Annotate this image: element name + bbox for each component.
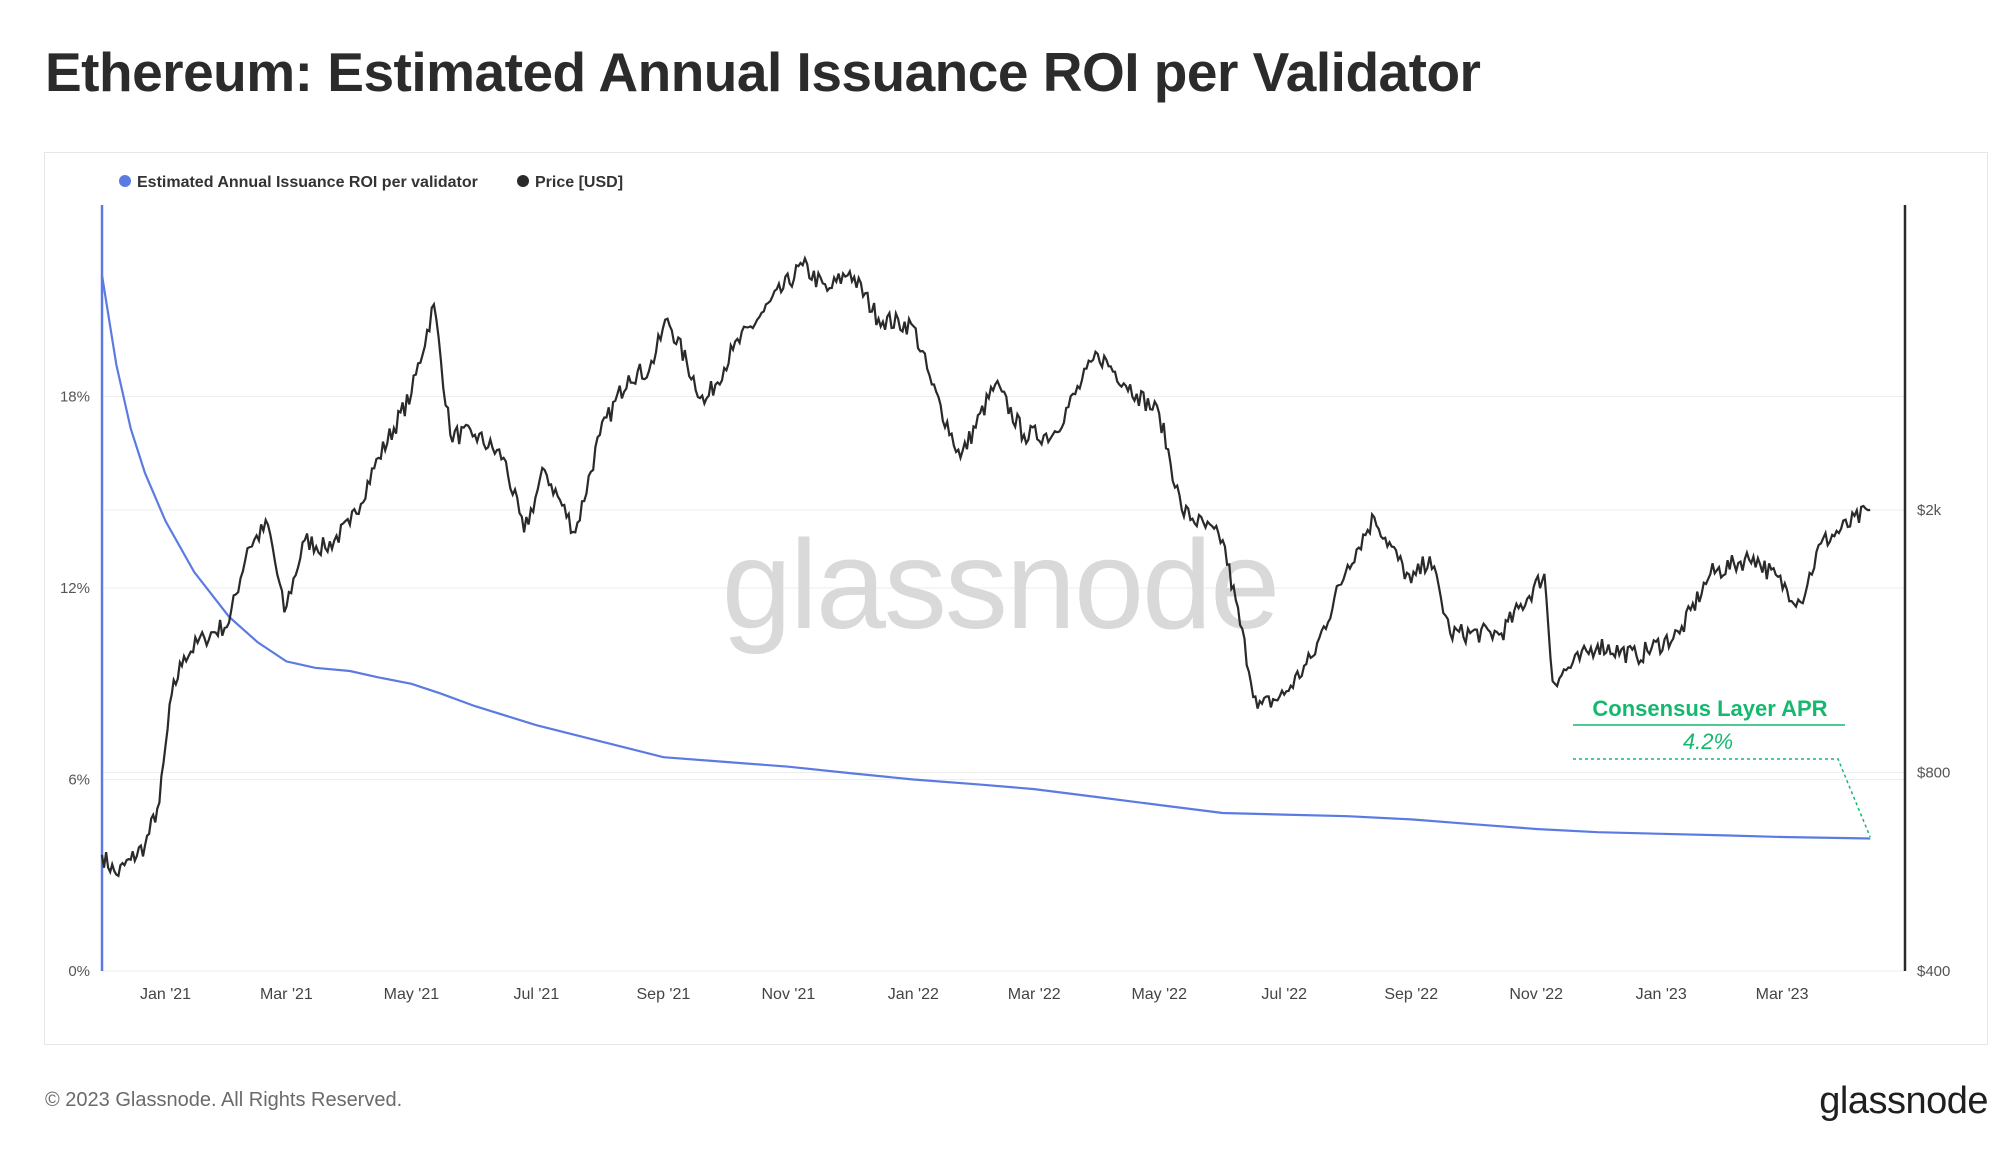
grid-layer (102, 396, 1905, 972)
x-tick-label: Jan '23 (1636, 986, 1687, 1003)
page-title: Ethereum: Estimated Annual Issuance ROI … (45, 41, 1481, 103)
legend-price-marker (517, 175, 529, 187)
legend[interactable]: Estimated Annual Issuance ROI per valida… (119, 174, 623, 191)
annotation-label: Consensus Layer APR (1592, 696, 1827, 721)
x-tick-label: May '21 (384, 986, 440, 1003)
x-tick-label: Mar '23 (1756, 986, 1809, 1003)
right-tick-label: $2k (1917, 502, 1942, 519)
x-tick-label: Mar '21 (260, 986, 313, 1003)
x-axis-ticks: Jan '21 Mar '21 May '21 Jul '21 Sep '21 Nov '… (140, 986, 1809, 1003)
chart-panel: glassnode Estimated Annual Issuance ROI … (44, 152, 1988, 1045)
legend-roi-label[interactable]: Estimated Annual Issuance ROI per valida… (137, 174, 478, 191)
right-tick-label: $400 (1917, 963, 1950, 980)
x-tick-label: Nov '21 (761, 986, 815, 1003)
apr-annotation: Consensus Layer APR 4.2% (1573, 696, 1871, 838)
watermark: glassnode (722, 514, 1278, 655)
annotation-value: 4.2% (1683, 729, 1733, 754)
x-tick-label: May '22 (1131, 986, 1187, 1003)
x-tick-label: Sep '21 (637, 986, 691, 1003)
left-tick-label: 0% (68, 963, 90, 980)
left-tick-label: 18% (60, 389, 90, 406)
price-series-line (100, 255, 1871, 878)
x-tick-label: Mar '22 (1008, 986, 1061, 1003)
x-tick-label: Jul '21 (513, 986, 559, 1003)
left-tick-label: 12% (60, 580, 90, 597)
x-tick-label: Sep '22 (1384, 986, 1438, 1003)
annotation-leader-line (1573, 758, 1871, 838)
x-tick-label: Nov '22 (1509, 986, 1563, 1003)
footer-copyright: © 2023 Glassnode. All Rights Reserved. (45, 1089, 403, 1111)
legend-roi-marker (119, 175, 131, 187)
footer-logo[interactable]: glassnode (1819, 1080, 1988, 1122)
right-tick-label: $800 (1917, 764, 1950, 781)
x-tick-label: Jul '22 (1261, 986, 1307, 1003)
x-tick-label: Jan '21 (140, 986, 191, 1003)
x-tick-label: Jan '22 (888, 986, 939, 1003)
right-axis-ticks: $400 $800 $2k (1917, 502, 1950, 980)
chart-canvas: glassnode Estimated Annual Issuance ROI … (60, 174, 1950, 1003)
left-tick-label: 6% (68, 772, 90, 789)
legend-price-label[interactable]: Price [USD] (535, 174, 623, 191)
left-axis-ticks: 0% 6% 12% 18% (60, 389, 90, 981)
